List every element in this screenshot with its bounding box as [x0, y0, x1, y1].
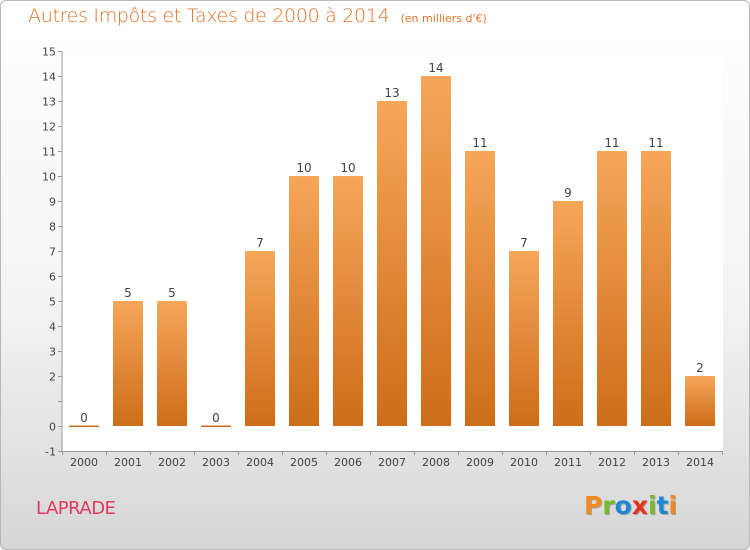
x-tick-label-2009: 2009 — [466, 456, 494, 469]
y-tick-label: 0 — [49, 421, 56, 434]
x-tick-label-2012: 2012 — [598, 456, 626, 469]
x-tick-label-2002: 2002 — [158, 456, 186, 469]
y-tick-label: 15 — [42, 46, 56, 59]
y-tick-label: 9 — [49, 196, 56, 209]
bar-2011 — [553, 201, 583, 426]
logo-letter: o — [614, 491, 632, 520]
bar-2001 — [113, 301, 143, 426]
y-tick-label: -1 — [45, 446, 56, 459]
bar-2008 — [421, 76, 451, 426]
bar-2013 — [641, 151, 671, 426]
bar-2012 — [597, 151, 627, 426]
y-tick-label: 2 — [49, 371, 56, 384]
value-label-2008: 14 — [428, 61, 443, 75]
y-tick-label: 7 — [49, 246, 56, 259]
y-tick-label: 11 — [42, 146, 56, 159]
value-label-2003: 0 — [212, 411, 220, 425]
y-tick-label: 12 — [42, 121, 56, 134]
y-tick-label: 13 — [42, 96, 56, 109]
value-label-2006: 10 — [340, 161, 355, 175]
logo-letter: t — [656, 491, 669, 520]
y-tick-label: 14 — [42, 71, 56, 84]
proxiti-logo: Proxiti — [584, 491, 677, 520]
bar-2007 — [377, 101, 407, 426]
bar-2014 — [685, 376, 715, 426]
value-label-2007: 13 — [384, 86, 399, 100]
chart-title: Autres Impôts et Taxes de 2000 à 2014 (e… — [28, 5, 487, 27]
value-label-2002: 5 — [168, 286, 176, 300]
title-unit: (en milliers d'€) — [400, 12, 487, 25]
bar-2010 — [509, 251, 539, 426]
x-tick-label-2013: 2013 — [642, 456, 670, 469]
title-main: Autres Impôts et Taxes de 2000 à 2014 — [28, 5, 390, 27]
logo-letter: i — [648, 491, 657, 520]
bar-2003 — [201, 425, 231, 427]
logo-letter: i — [668, 491, 678, 520]
bar-2009 — [465, 151, 495, 426]
value-label-2012: 11 — [604, 136, 619, 150]
x-tick-label-2001: 2001 — [114, 456, 142, 469]
bar-2004 — [245, 251, 275, 426]
x-tick-label-2004: 2004 — [246, 456, 274, 469]
logo-letter: x — [631, 491, 648, 520]
logo-letter: r — [602, 491, 615, 520]
value-label-2010: 7 — [520, 236, 528, 250]
x-tick-label-2006: 2006 — [334, 456, 362, 469]
x-tick-label-2010: 2010 — [510, 456, 538, 469]
x-tick-label-2005: 2005 — [290, 456, 318, 469]
y-tick-label: 3 — [49, 346, 56, 359]
value-label-2004: 7 — [256, 236, 264, 250]
y-tick-label: 5 — [49, 296, 56, 309]
value-label-2005: 10 — [296, 161, 311, 175]
value-label-2000: 0 — [80, 411, 88, 425]
y-tick-label: 10 — [42, 171, 56, 184]
x-tick-label-2014: 2014 — [686, 456, 714, 469]
bar-2006 — [333, 176, 363, 426]
value-label-2001: 5 — [124, 286, 132, 300]
x-tick-label-2000: 2000 — [70, 456, 98, 469]
bar-2005 — [289, 176, 319, 426]
x-tick-label-2008: 2008 — [422, 456, 450, 469]
y-tick-label: 4 — [49, 321, 56, 334]
x-tick-label-2003: 2003 — [202, 456, 230, 469]
value-label-2014: 2 — [696, 361, 704, 375]
logo-letter: P — [584, 491, 603, 520]
commune-name: LAPRADE — [36, 498, 116, 519]
y-tick-label: 8 — [49, 221, 56, 234]
x-tick-label-2011: 2011 — [554, 456, 582, 469]
value-label-2011: 9 — [564, 186, 572, 200]
value-label-2013: 11 — [648, 136, 663, 150]
value-label-2009: 11 — [472, 136, 487, 150]
x-tick-label-2007: 2007 — [378, 456, 406, 469]
y-tick-label: 6 — [49, 271, 56, 284]
bar-2000 — [69, 425, 99, 427]
bar-2002 — [157, 301, 187, 426]
